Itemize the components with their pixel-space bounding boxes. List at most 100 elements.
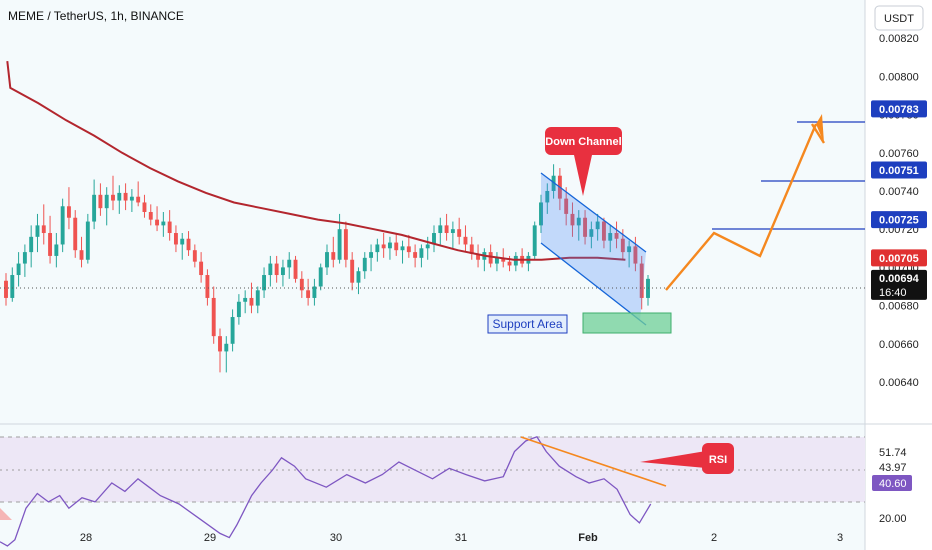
support-area-box bbox=[582, 312, 672, 334]
candle-body bbox=[394, 242, 399, 251]
down-channel-fill bbox=[541, 173, 646, 321]
price-tag-label: 0.00705 bbox=[879, 253, 919, 265]
candle-body bbox=[438, 225, 443, 234]
candle-body bbox=[627, 246, 632, 253]
price-tag-label: 0.00725 bbox=[879, 215, 919, 227]
currency-button-label[interactable]: USDT bbox=[884, 13, 914, 25]
candle-body bbox=[601, 221, 606, 241]
candle-body bbox=[513, 255, 518, 266]
candle-body bbox=[4, 280, 8, 298]
price-tick-label: 0.00740 bbox=[879, 186, 919, 198]
candle-body bbox=[22, 252, 27, 264]
candle-body bbox=[123, 192, 128, 201]
rsi-tag-group: 51.74 43.97 40.60 bbox=[872, 447, 912, 491]
candle-body bbox=[60, 206, 65, 245]
chart-title: MEME / TetherUS, 1h, BINANCE bbox=[8, 9, 184, 23]
candle-body bbox=[413, 252, 418, 258]
price-tag-box bbox=[871, 249, 927, 267]
price-tag-box bbox=[871, 269, 927, 300]
candle-body bbox=[16, 263, 21, 276]
support-area-label: Support Area bbox=[492, 317, 562, 331]
candle-body bbox=[608, 233, 613, 241]
candle-body bbox=[129, 196, 134, 201]
candle-body bbox=[167, 221, 172, 234]
candle-body bbox=[595, 221, 600, 230]
candle-body bbox=[620, 238, 625, 253]
rsi-callout: RSI bbox=[640, 443, 734, 474]
moving-average-line bbox=[6, 60, 626, 261]
candle-body bbox=[381, 244, 386, 249]
down-channel-callout-pointer bbox=[574, 155, 592, 196]
candle-body bbox=[425, 244, 430, 249]
candle-body bbox=[306, 290, 311, 298]
candle-body bbox=[450, 229, 455, 234]
candle-body bbox=[117, 192, 122, 201]
candle-body bbox=[173, 233, 178, 245]
rsi-value-tag: 40.60 bbox=[879, 478, 907, 490]
candle-body bbox=[274, 263, 279, 276]
candle-body bbox=[98, 194, 103, 209]
rsi-oversold-fill bbox=[0, 508, 12, 520]
candle-body bbox=[262, 275, 267, 291]
candle-body bbox=[551, 175, 556, 191]
candle-body bbox=[224, 343, 229, 352]
candle-body bbox=[211, 297, 216, 337]
rsi-line bbox=[0, 436, 652, 547]
time-tick-label: Feb bbox=[578, 532, 598, 544]
candle-body bbox=[73, 217, 78, 251]
candle-body bbox=[243, 297, 248, 302]
time-axis-ticks: 28 29 30 31 Feb 2 3 bbox=[80, 532, 843, 544]
time-tick-label: 31 bbox=[455, 532, 467, 544]
price-tag-box bbox=[871, 161, 927, 179]
candle-body bbox=[369, 252, 374, 258]
candle-body bbox=[280, 267, 285, 276]
candle-body bbox=[476, 254, 481, 260]
candle-body bbox=[155, 219, 160, 226]
rsi-trendline bbox=[520, 436, 667, 487]
candles-group bbox=[4, 164, 650, 373]
candle-body bbox=[419, 248, 424, 258]
down-channel-callout-box bbox=[545, 127, 622, 155]
rsi-pane bbox=[0, 436, 865, 547]
time-tick-label: 29 bbox=[204, 532, 216, 544]
candle-body bbox=[104, 194, 109, 209]
candle-body bbox=[41, 225, 46, 234]
candle-body bbox=[29, 236, 34, 253]
currency-button-box[interactable] bbox=[874, 5, 924, 31]
rsi-tag-43-97: 43.97 bbox=[879, 462, 907, 474]
candle-body bbox=[507, 261, 512, 266]
candle-body bbox=[255, 290, 260, 306]
candle-body bbox=[66, 206, 71, 218]
candle-body bbox=[488, 252, 493, 264]
price-tick-label: 0.00820 bbox=[879, 33, 919, 45]
down-channel-upper-line bbox=[540, 172, 647, 253]
price-tag-label: 0.00783 bbox=[879, 104, 919, 116]
candle-body bbox=[35, 225, 40, 237]
support-area-label-box bbox=[487, 314, 568, 334]
candle-body bbox=[633, 246, 638, 264]
currency-button[interactable]: USDT bbox=[874, 5, 924, 31]
price-tick-label: 0.00800 bbox=[879, 71, 919, 83]
candle-body bbox=[406, 246, 411, 253]
price-tag-label: 0.00694 bbox=[879, 273, 920, 285]
rsi-tick-20: 20.00 bbox=[879, 513, 907, 525]
candle-body bbox=[136, 196, 141, 203]
rsi-tag-51-74: 51.74 bbox=[879, 447, 907, 459]
projection-path bbox=[665, 123, 818, 291]
price-tick-label: 0.00760 bbox=[879, 148, 919, 160]
price-tags: 0.00783 0.00751 0.00725 0.00705 0.00694 16:40 bbox=[871, 100, 927, 300]
candle-body bbox=[564, 198, 569, 214]
candle-body bbox=[387, 242, 392, 249]
candle-body bbox=[312, 286, 317, 298]
candle-body bbox=[375, 244, 380, 253]
candle-body bbox=[180, 238, 185, 245]
candle-body bbox=[218, 336, 222, 352]
candle-body bbox=[583, 217, 588, 237]
candle-body bbox=[142, 202, 147, 212]
candle-body bbox=[199, 261, 204, 276]
candle-body bbox=[501, 257, 506, 262]
candle-body bbox=[249, 297, 254, 306]
candle-body bbox=[111, 194, 115, 201]
candle-body bbox=[161, 221, 166, 226]
